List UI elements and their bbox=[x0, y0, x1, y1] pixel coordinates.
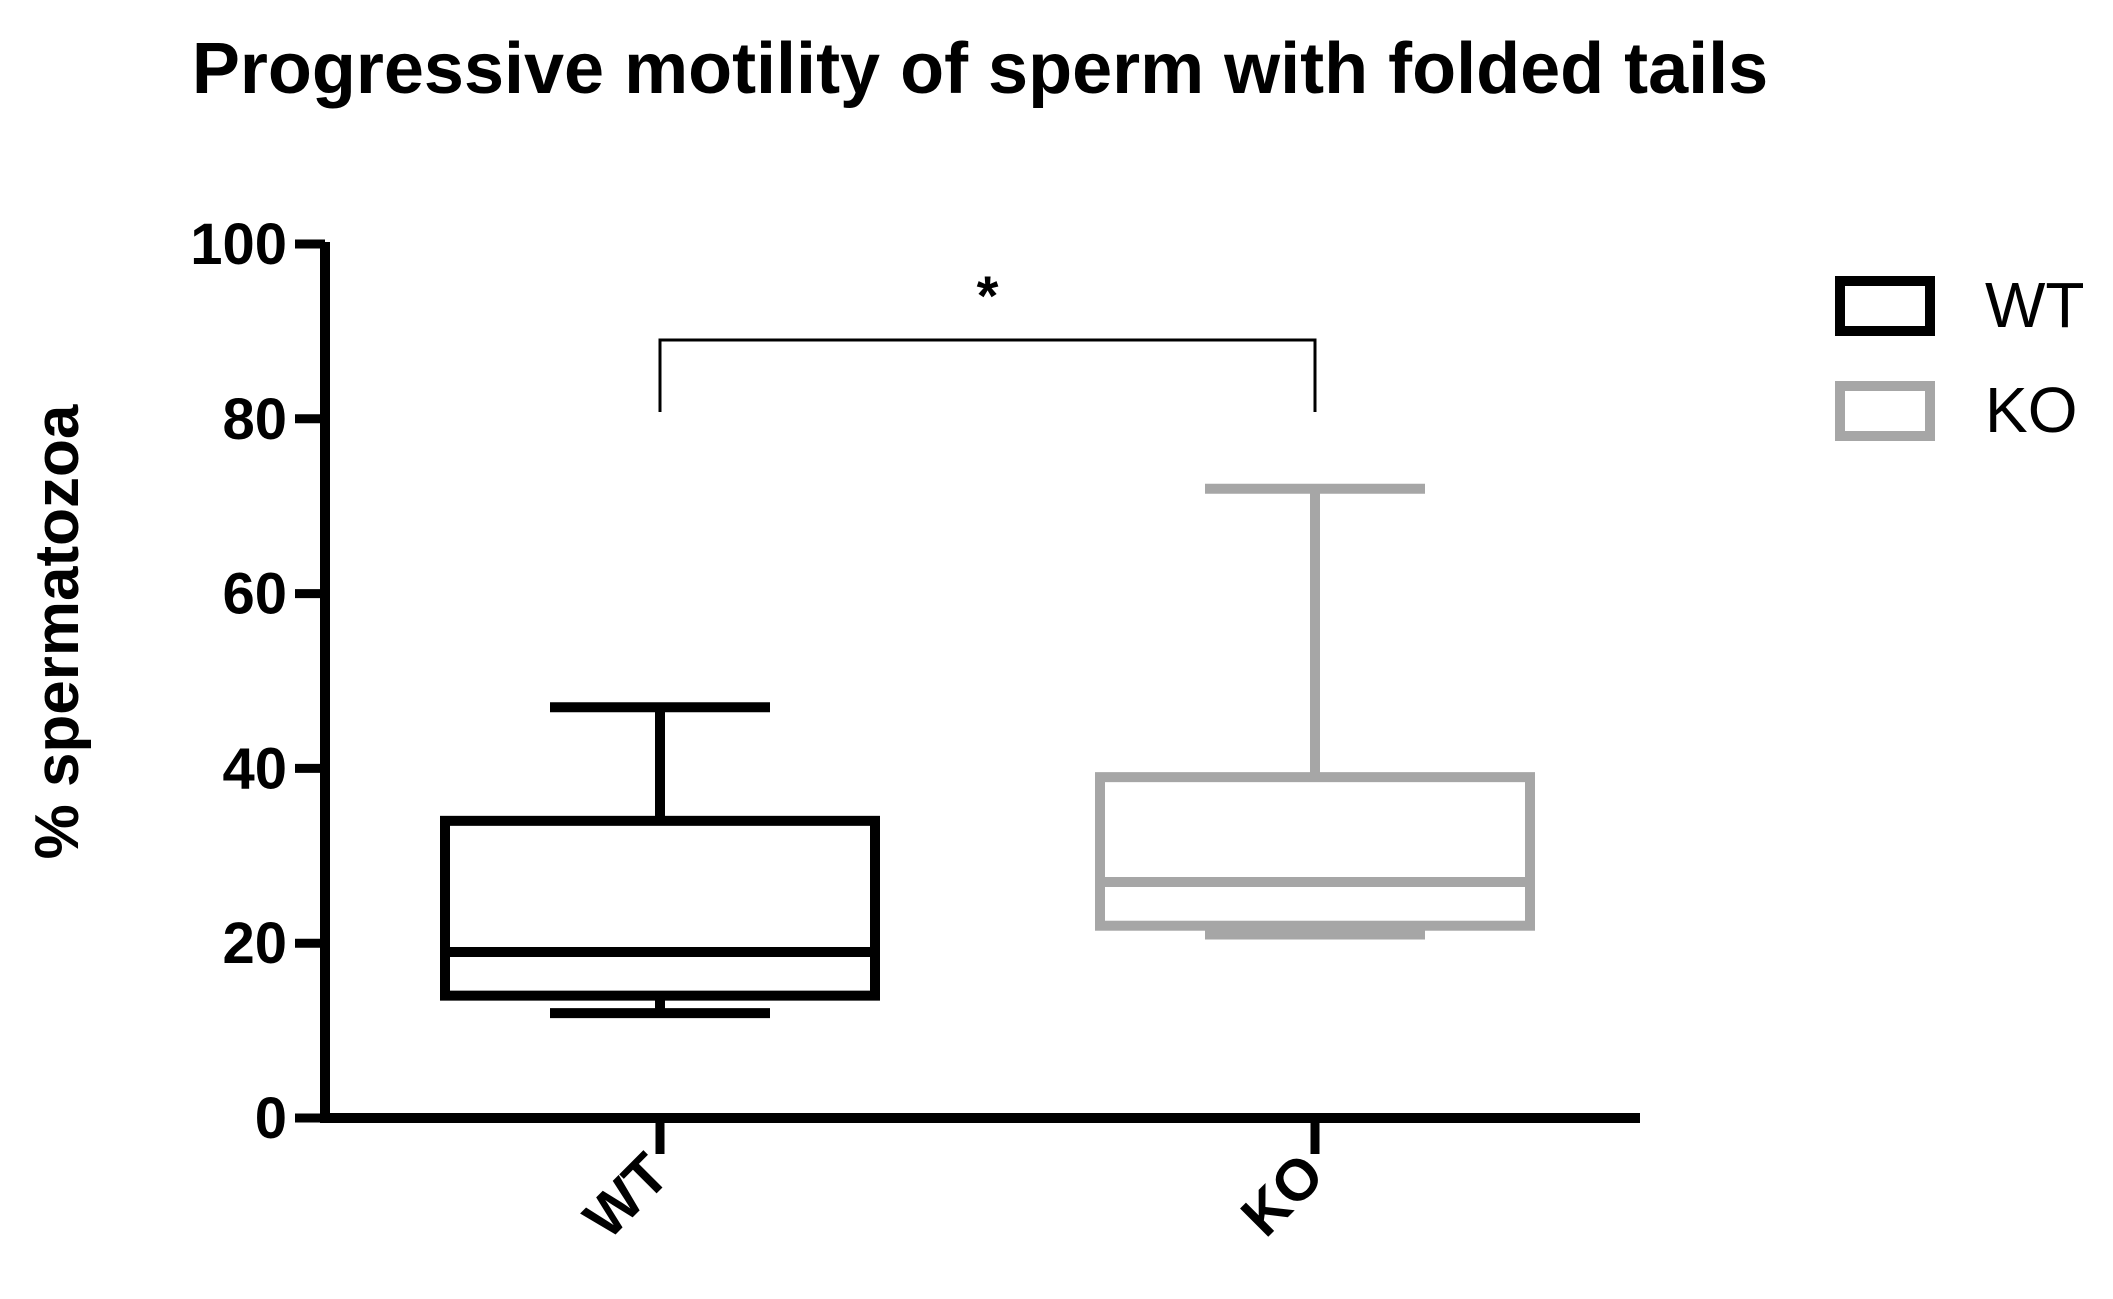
x-tick-label: WT bbox=[571, 1141, 681, 1251]
x-tick-label: KO bbox=[1229, 1141, 1336, 1248]
y-axis-title: % spermatozoa bbox=[23, 404, 92, 859]
y-tick-label: 80 bbox=[222, 387, 287, 452]
box-wt bbox=[440, 702, 880, 1019]
legend-label: WT bbox=[1985, 269, 2085, 341]
box-iqr bbox=[1095, 772, 1535, 931]
chart-title: Progressive motility of sperm with folde… bbox=[192, 29, 1768, 109]
y-tick-label: 40 bbox=[222, 736, 287, 801]
legend-swatch bbox=[1835, 276, 1935, 336]
y-tick-label: 20 bbox=[222, 911, 287, 976]
legend-item-wt: WT bbox=[1835, 269, 2085, 341]
legend-swatch bbox=[1835, 381, 1935, 441]
significance-bracket bbox=[658, 338, 1317, 412]
y-tick-label: 100 bbox=[190, 212, 287, 277]
y-tick-label: 60 bbox=[222, 562, 287, 627]
box-ko bbox=[1095, 483, 1535, 940]
y-tick-label: 0 bbox=[255, 1086, 287, 1151]
legend-label: KO bbox=[1985, 374, 2077, 446]
significance-label: * bbox=[977, 264, 999, 327]
plot-area: 0 20 40 60 80 100 WT KO * bbox=[190, 212, 1640, 1251]
legend-item-ko: KO bbox=[1835, 374, 2077, 446]
legend: WT KO bbox=[1835, 269, 2085, 446]
box-iqr bbox=[440, 815, 880, 1001]
